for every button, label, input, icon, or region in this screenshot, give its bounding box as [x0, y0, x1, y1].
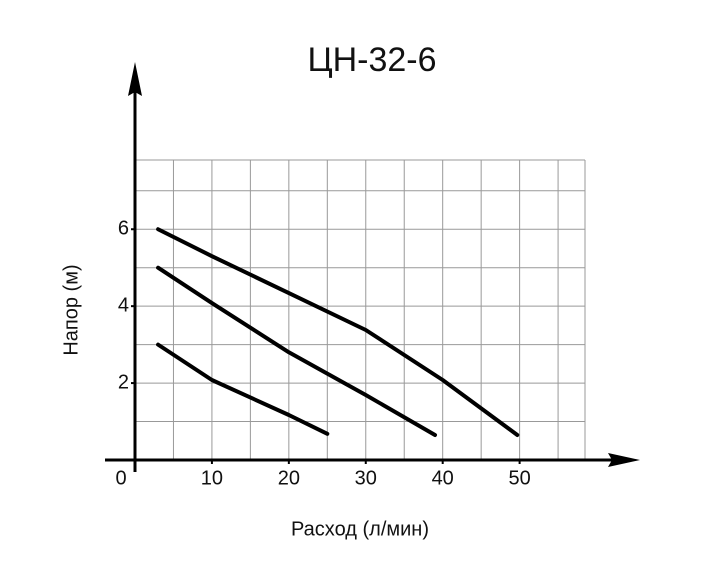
curve: [156, 265, 437, 437]
x-tick-label: 10: [201, 467, 223, 489]
x-tick-label: 30: [355, 467, 377, 489]
curve: [156, 227, 520, 437]
x-tick-label: 50: [508, 467, 530, 489]
x-tick-label: 40: [432, 467, 454, 489]
y-axis-arrow: [128, 62, 142, 96]
y-axis-label: Напор (м): [60, 264, 82, 355]
curve: [156, 342, 330, 436]
x-axis-label: Расход (л/мин): [291, 518, 429, 540]
chart-title: ЦН-32-6: [307, 41, 436, 79]
y-tick-label: 4: [118, 294, 129, 316]
y-tick-label: 2: [118, 371, 129, 393]
x-tick-label: 20: [278, 467, 300, 489]
y-tick-label: 6: [118, 218, 129, 240]
x-axis-arrow: [608, 453, 640, 467]
x-tick-label: 0: [115, 467, 126, 489]
